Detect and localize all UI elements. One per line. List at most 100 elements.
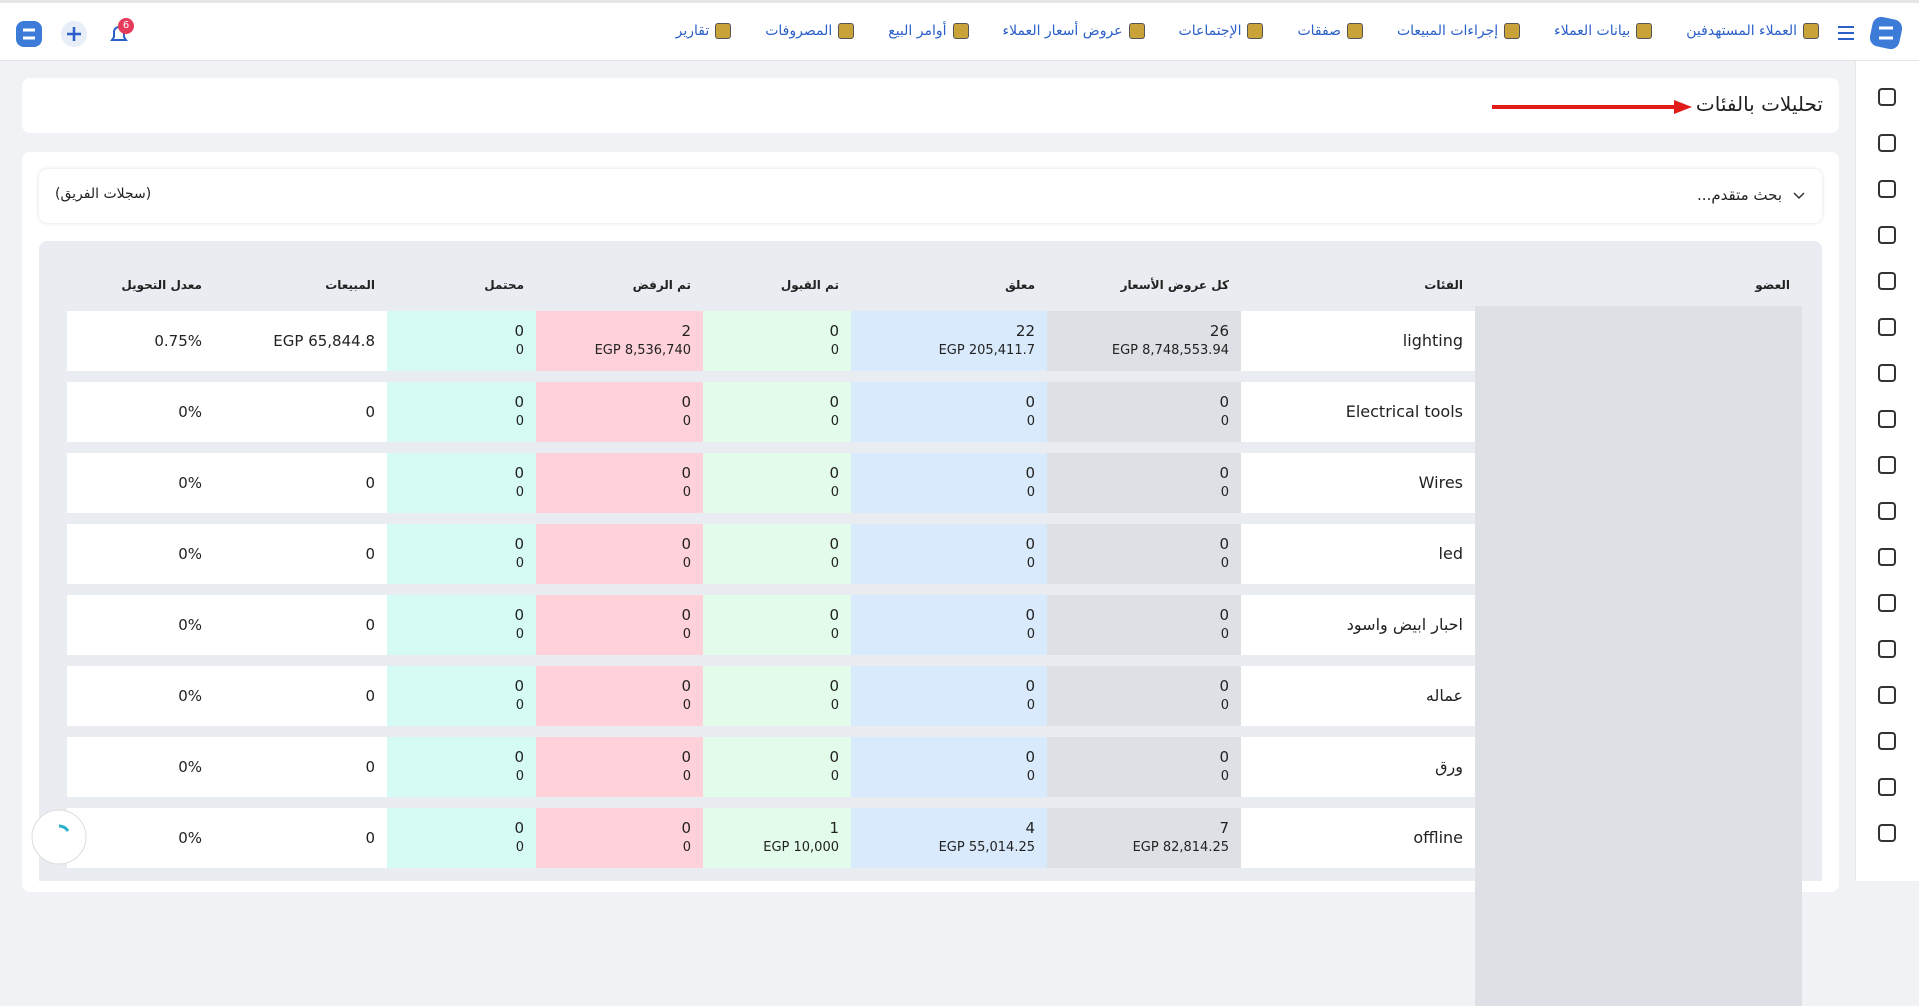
amount: 0 [682, 556, 691, 571]
nav-icon [1247, 23, 1264, 39]
nav-label: صفقات [1297, 23, 1341, 39]
sidebar-icon[interactable] [1878, 502, 1896, 520]
title-card: تحليلات بالفئات [22, 78, 1839, 133]
nav-item[interactable]: تقارير [676, 23, 732, 39]
sidebar-icon[interactable] [1878, 640, 1896, 658]
column-header: كل عروض الأسعار [1120, 278, 1229, 292]
sidebar-icon[interactable] [1878, 88, 1896, 106]
search-bar[interactable]: بحث متقدم... (سجلات الفريق) [39, 169, 1822, 223]
sidebar-icon[interactable] [1878, 180, 1896, 198]
amount: 0 [1220, 627, 1229, 642]
sales-cell: 0 [214, 453, 387, 513]
sidebar-icon[interactable] [1878, 364, 1896, 382]
count: 0 [1025, 748, 1035, 766]
count: 0 [514, 393, 524, 411]
sidebar-icon[interactable] [1878, 732, 1896, 750]
sales-cell: 0 [214, 808, 387, 868]
count: 0 [1025, 393, 1035, 411]
sidebar-icon[interactable] [1878, 548, 1896, 566]
nav-icon [715, 23, 732, 39]
count: 0 [1219, 748, 1229, 766]
amount: 0 [515, 840, 524, 855]
category-cell: احبار ابيض واسود [1241, 595, 1475, 655]
amount: EGP 8,748,553.94 [1111, 343, 1229, 358]
sidebar-icon[interactable] [1878, 594, 1896, 612]
nav-icon [952, 23, 969, 39]
count: 0 [1219, 606, 1229, 624]
conversion-cell: 0% [67, 666, 214, 726]
sidebar-icon[interactable] [1878, 456, 1896, 474]
amount: 0 [682, 414, 691, 429]
nav-icon [838, 23, 855, 39]
top-bar: 6 العملاء المستهدفين بيانات العملاء إجراءا… [0, 0, 1919, 61]
count: 0 [1025, 606, 1035, 624]
sidebar-icon[interactable] [1878, 318, 1896, 336]
amount: 0 [830, 769, 839, 784]
amount: 0 [1026, 627, 1035, 642]
nav-item[interactable]: العملاء المستهدفين [1686, 23, 1819, 39]
sidebar-icon[interactable] [1878, 226, 1896, 244]
nav-icon [1128, 23, 1145, 39]
nav-item[interactable]: المصروفات [765, 23, 855, 39]
amount: 0 [515, 769, 524, 784]
count: 0 [681, 535, 691, 553]
conversion-cell: 0.75% [67, 311, 214, 371]
accepted-cell: 1 EGP 10,000 [703, 808, 851, 868]
nav-item[interactable]: عروض أسعار العملاء [1003, 23, 1145, 39]
amount: 0 [682, 485, 691, 500]
arrow-annotation [1492, 100, 1692, 114]
count: 0 [1025, 677, 1035, 695]
column-header: معلق [1005, 278, 1035, 292]
category-cell: lighting [1241, 311, 1475, 371]
sales-cell: 0 [214, 737, 387, 797]
nav-item[interactable]: إجراءات المبيعات [1396, 23, 1521, 39]
count: 0 [514, 748, 524, 766]
sidebar-icon[interactable] [1878, 778, 1896, 796]
nav-label: عروض أسعار العملاء [1002, 23, 1123, 39]
amount: 0 [1026, 485, 1035, 500]
amount: 0 [515, 698, 524, 713]
nav-label: إجراءات المبيعات [1396, 23, 1499, 39]
count: 0 [829, 535, 839, 553]
nav-item[interactable]: بيانات العملاء [1554, 23, 1653, 39]
sidebar-icon[interactable] [1878, 824, 1896, 842]
count: 0 [681, 677, 691, 695]
sidebar-icon[interactable] [1878, 272, 1896, 290]
sidebar-icon[interactable] [1878, 686, 1896, 704]
amount: 0 [515, 414, 524, 429]
amount: 0 [830, 414, 839, 429]
sales-cell: EGP 65,844.8 [214, 311, 387, 371]
app-logo[interactable] [1868, 15, 1904, 51]
nav-item[interactable]: الإجتماعات [1179, 23, 1264, 39]
nav-item[interactable]: صفقات [1297, 23, 1363, 39]
sidebar-icon[interactable] [1878, 410, 1896, 428]
amount: 0 [1220, 414, 1229, 429]
member-column [1475, 306, 1802, 1006]
column-header: محتمل [484, 278, 524, 292]
menu-icon[interactable] [1836, 23, 1856, 43]
advanced-search[interactable]: بحث متقدم... [1697, 186, 1782, 204]
amount: 0 [515, 343, 524, 358]
sidebar-icon[interactable] [1878, 134, 1896, 152]
category-cell: Electrical tools [1241, 382, 1475, 442]
all-quotes-cell: 26 EGP 8,748,553.94 [1047, 311, 1241, 371]
nav-menu: العملاء المستهدفين بيانات العملاء إجراءات … [676, 23, 1819, 39]
amount: 0 [515, 485, 524, 500]
add-button[interactable] [60, 20, 88, 48]
nav-item[interactable]: أوامر البيع [888, 23, 969, 39]
logo[interactable] [14, 19, 44, 49]
amount: 0 [515, 556, 524, 571]
rejected-cell: 2 EGP 8,536,740 [536, 311, 703, 371]
column-header: العضو [1755, 278, 1790, 292]
count: 0 [514, 606, 524, 624]
amount: 0 [1220, 769, 1229, 784]
